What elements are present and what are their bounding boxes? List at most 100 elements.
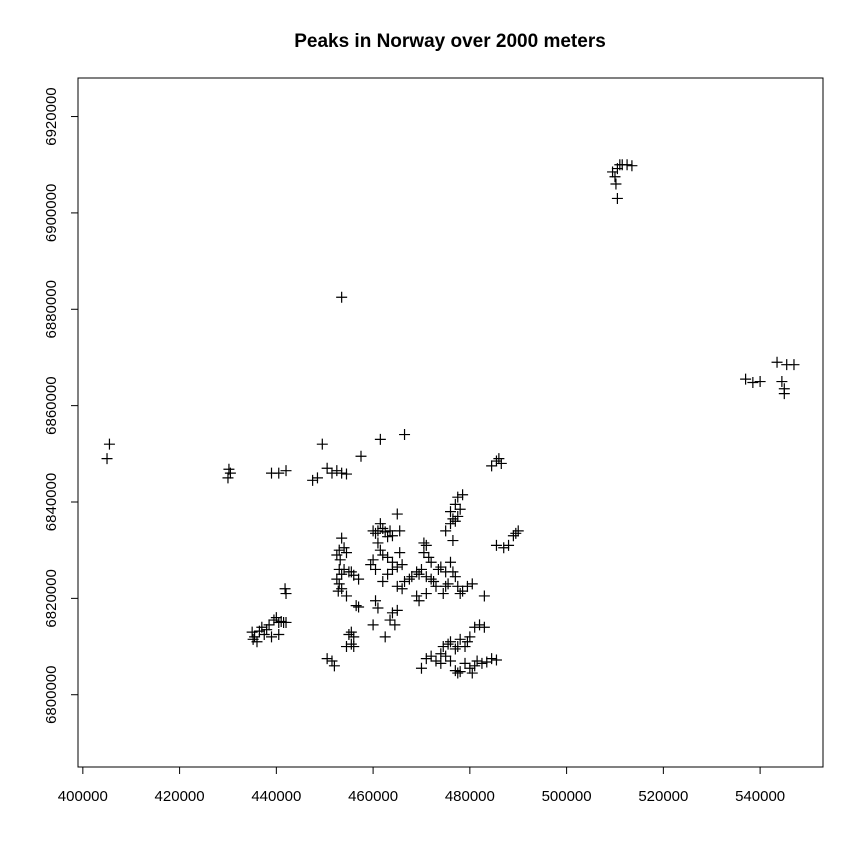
x-tick-label: 540000 [735, 788, 785, 805]
data-point [435, 648, 447, 660]
data-points [101, 159, 800, 679]
data-point [418, 537, 430, 549]
y-tick-label: 6800000 [43, 666, 60, 724]
data-point [377, 549, 389, 561]
data-point [370, 563, 382, 575]
data-point [321, 653, 333, 665]
y-tick-label: 6840000 [43, 473, 60, 531]
data-point [493, 453, 505, 465]
data-point [382, 568, 394, 580]
data-point [454, 633, 466, 645]
y-tick-label: 6920000 [43, 87, 60, 145]
data-point [334, 554, 346, 566]
data-point [372, 537, 384, 549]
y-axis: 6800000 6820000 6840000 6860000 6880000 69000… [43, 87, 79, 724]
data-point [411, 566, 423, 578]
data-point [503, 539, 515, 551]
data-point [471, 655, 483, 667]
x-tick-label: 440000 [251, 788, 301, 805]
data-point [420, 539, 432, 551]
data-point [374, 433, 386, 445]
data-point [391, 580, 403, 592]
data-point [447, 566, 459, 578]
data-point [266, 631, 278, 643]
data-point [423, 551, 435, 563]
data-point [457, 585, 469, 597]
data-point [415, 662, 427, 674]
y-tick-label: 6900000 [43, 184, 60, 242]
data-point [449, 515, 461, 527]
data-point [486, 460, 498, 472]
data-point [430, 580, 442, 592]
data-point [391, 561, 403, 573]
data-point [399, 576, 411, 587]
data-point [377, 576, 389, 587]
data-point [394, 525, 406, 537]
data-point [353, 601, 365, 613]
data-point [391, 604, 403, 616]
data-point [343, 629, 355, 640]
data-point [445, 636, 456, 648]
data-point [490, 539, 502, 551]
data-point [447, 535, 459, 547]
data-point [437, 588, 449, 600]
data-point [340, 468, 352, 480]
data-point [386, 530, 398, 542]
data-point [336, 291, 348, 303]
data-point [478, 590, 490, 602]
data-point [338, 563, 350, 575]
data-point [268, 614, 280, 626]
data-point [345, 626, 357, 638]
data-point [415, 563, 427, 575]
data-point [440, 580, 452, 592]
data-point [336, 532, 348, 544]
data-point [740, 373, 752, 385]
data-point [280, 588, 292, 600]
data-point [328, 660, 340, 672]
data-point [348, 641, 360, 653]
data-point [626, 160, 638, 172]
data-point [466, 667, 478, 679]
data-point [512, 525, 524, 537]
data-point [476, 657, 488, 669]
data-point [374, 544, 386, 556]
data-point [469, 660, 481, 672]
x-tick-label: 500000 [542, 788, 592, 805]
data-point [101, 453, 113, 465]
data-point [275, 615, 287, 627]
data-point [469, 621, 481, 633]
y-tick-label: 6860000 [43, 376, 60, 434]
data-point [307, 474, 319, 486]
data-point [261, 624, 273, 636]
data-point [406, 571, 418, 583]
data-point [367, 554, 379, 566]
data-point [396, 583, 408, 595]
data-point [445, 506, 456, 518]
data-point [280, 465, 292, 477]
data-point [610, 178, 622, 190]
data-point [331, 465, 343, 477]
data-point [273, 467, 285, 479]
data-point [394, 547, 406, 559]
data-point [435, 657, 447, 669]
data-point [428, 576, 440, 587]
data-point [478, 621, 490, 633]
data-point [413, 568, 425, 580]
data-point [459, 641, 471, 653]
data-point [379, 631, 391, 643]
data-point [420, 653, 432, 665]
data-point [256, 621, 268, 633]
data-point [420, 588, 432, 600]
data-point [452, 510, 464, 522]
data-point [413, 595, 425, 607]
data-point [321, 462, 333, 474]
data-point [754, 376, 766, 388]
data-point [340, 547, 352, 559]
data-point [437, 641, 449, 653]
data-point [442, 638, 454, 650]
data-point [379, 526, 391, 538]
chart-title: Peaks in Norway over 2000 meters [294, 31, 606, 52]
data-point [372, 525, 384, 537]
data-point [418, 547, 430, 559]
